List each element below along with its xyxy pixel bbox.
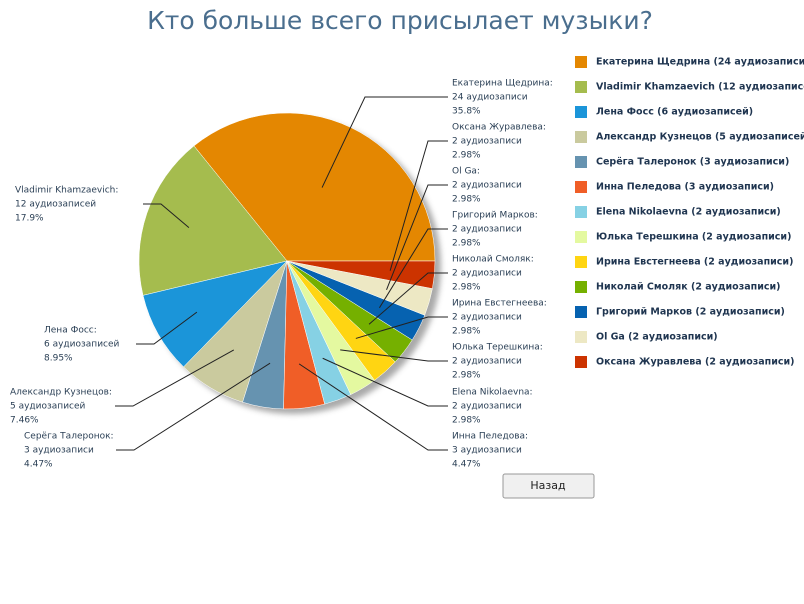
legend-label: Vladimir Khamzaevich (12 аудиозаписей)	[596, 82, 804, 93]
callout-line	[322, 357, 448, 407]
legend-label: Юлька Терешкина (2 аудиозаписи)	[596, 232, 791, 243]
callout-line	[116, 362, 271, 451]
slice-percent-label: 35.8%	[452, 107, 481, 117]
callout-line	[298, 363, 448, 451]
slice-count-label: 12 аудиозаписей	[15, 200, 96, 210]
slice-label: Elena Nikolaevna:	[452, 388, 533, 398]
legend-label: Ирина Евстегнеева (2 аудиозаписи)	[596, 257, 793, 268]
slice-label: Лена Фосс:	[44, 326, 97, 336]
legend-swatch	[575, 181, 587, 193]
legend-label: Инна Пеледова (3 аудиозаписи)	[596, 182, 774, 193]
callout-line	[136, 311, 198, 345]
legend-label: Elena Nikolaevna (2 аудиозаписи)	[596, 207, 781, 218]
slice-label: Екатерина Щедрина:	[452, 79, 553, 89]
slice-percent-label: 4.47%	[24, 460, 53, 470]
legend-label: Серёга Талеронок (3 аудиозаписи)	[596, 157, 789, 168]
slice-percent-label: 2.98%	[452, 416, 481, 426]
legend-swatch	[575, 81, 587, 93]
slice-count-label: 2 аудиозаписи	[452, 181, 522, 191]
slice-count-label: 3 аудиозаписи	[452, 446, 522, 456]
legend-swatch	[575, 356, 587, 368]
legend-swatch	[575, 231, 587, 243]
back-button[interactable]: Назад	[502, 473, 595, 499]
slice-percent-label: 2.98%	[452, 327, 481, 337]
legend-swatch	[575, 156, 587, 168]
legend-label: Григорий Марков (2 аудиозаписи)	[596, 307, 785, 318]
slice-label: Ирина Евстегнеева:	[452, 299, 547, 309]
callout-line	[340, 349, 448, 362]
slice-label: Инна Пеледова:	[452, 432, 528, 442]
slice-percent-label: 2.98%	[452, 195, 481, 205]
button-label[interactable]: Назад	[530, 479, 566, 492]
slice-label: Vladimir Khamzaevich:	[15, 186, 118, 196]
slice-count-label: 5 аудиозаписей	[10, 402, 86, 412]
pie-slice	[286, 260, 436, 289]
legend-swatch	[575, 306, 587, 318]
legend-label: Николай Смоляк (2 аудиозаписи)	[596, 282, 781, 293]
slice-label: Серёга Талеронок:	[24, 432, 114, 442]
slice-count-label: 2 аудиозаписи	[452, 225, 522, 235]
slice-count-label: 6 аудиозаписей	[44, 340, 120, 350]
slice-count-label: 2 аудиозаписи	[452, 269, 522, 279]
legend-swatch	[575, 206, 587, 218]
legend-label: Ol Ga (2 аудиозаписи)	[596, 332, 718, 343]
callout-line	[355, 316, 448, 339]
callout-line	[386, 184, 448, 290]
callout-line	[143, 203, 190, 228]
slice-count-label: 24 аудиозаписи	[452, 93, 528, 103]
pie-slice	[142, 260, 288, 368]
callout-line	[389, 140, 448, 271]
pie-slice	[138, 145, 288, 296]
legend-label: Лена Фосс (6 аудиозаписей)	[596, 107, 753, 118]
slice-percent-label: 7.46%	[10, 416, 39, 426]
slice-percent-label: 8.95%	[44, 354, 73, 364]
chart-title: Кто больше всего присылает музыки?	[147, 6, 653, 35]
slice-count-label: 2 аудиозаписи	[452, 313, 522, 323]
slice-count-label: 3 аудиозаписи	[24, 446, 94, 456]
slice-percent-label: 17.9%	[15, 214, 44, 224]
slice-count-label: 2 аудиозаписи	[452, 137, 522, 147]
slice-label: Александр Кузнецов:	[10, 388, 112, 398]
slice-percent-label: 4.47%	[452, 460, 481, 470]
legend-swatch	[575, 56, 587, 68]
slice-count-label: 2 аудиозаписи	[452, 402, 522, 412]
slice-percent-label: 2.98%	[452, 371, 481, 381]
legend-label: Екатерина Щедрина (24 аудиозаписи)	[596, 57, 804, 68]
callout-line	[115, 349, 235, 407]
slice-label: Юлька Терешкина:	[452, 343, 543, 353]
legend-swatch	[575, 256, 587, 268]
button-box[interactable]	[502, 473, 595, 499]
slice-percent-label: 2.98%	[452, 151, 481, 161]
slice-label: Григорий Марков:	[452, 211, 538, 221]
slice-label: Ol Ga:	[452, 167, 480, 177]
callout-line	[321, 96, 448, 188]
slice-label: Оксана Журавлева:	[452, 123, 546, 133]
legend-swatch	[575, 331, 587, 343]
slice-percent-label: 2.98%	[452, 283, 481, 293]
legend-label: Александр Кузнецов (5 аудиозаписей)	[596, 132, 804, 143]
slice-count-label: 2 аудиозаписи	[452, 357, 522, 367]
callout-line	[378, 228, 448, 309]
legend-swatch	[575, 281, 587, 293]
legend-label: Оксана Журавлева (2 аудиозаписи)	[596, 357, 795, 368]
legend-swatch	[575, 106, 587, 118]
callout-line	[368, 272, 448, 325]
legend-swatch	[575, 131, 587, 143]
slice-label: Николай Смоляк:	[452, 255, 534, 265]
slice-percent-label: 2.98%	[452, 239, 481, 249]
